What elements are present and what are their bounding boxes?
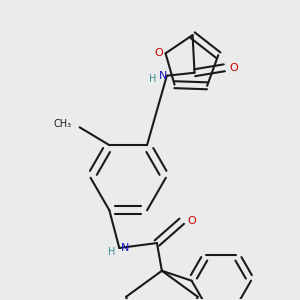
- Text: H: H: [149, 74, 157, 84]
- Text: O: O: [230, 63, 239, 73]
- Text: H: H: [108, 247, 115, 257]
- Text: O: O: [154, 48, 163, 58]
- Text: CH₃: CH₃: [54, 119, 72, 129]
- Text: N: N: [159, 71, 167, 81]
- Text: O: O: [187, 216, 196, 226]
- Text: N: N: [121, 243, 129, 253]
